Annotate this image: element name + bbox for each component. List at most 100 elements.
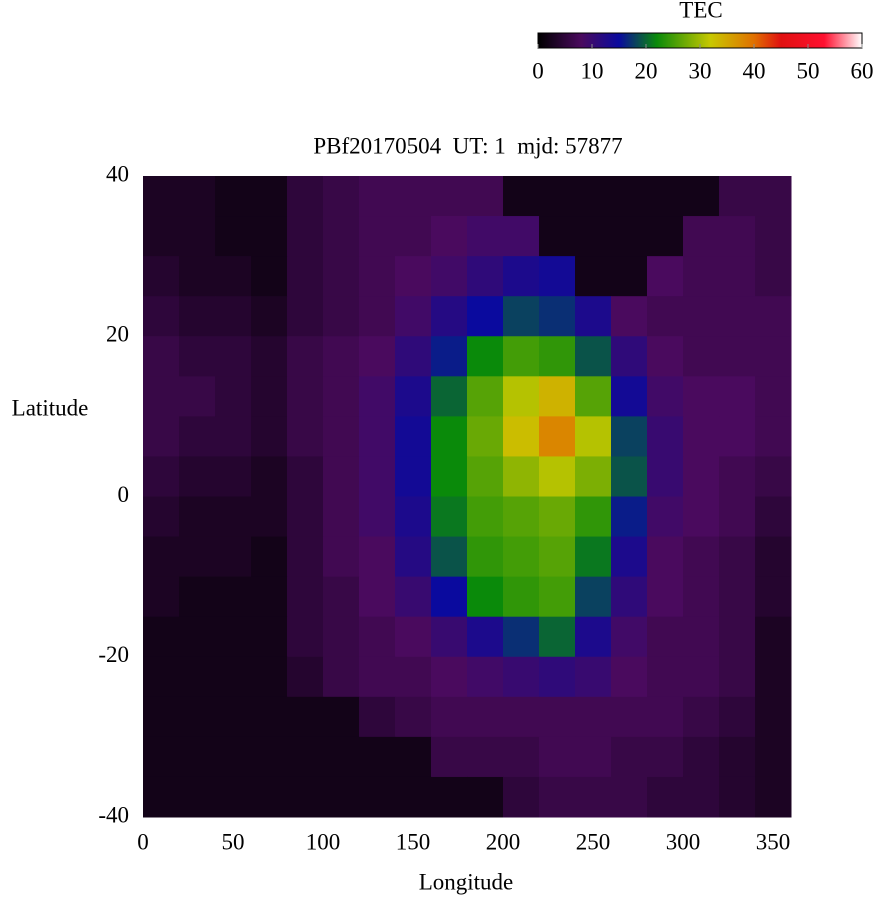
heat-cell <box>719 256 756 297</box>
heat-cell <box>611 776 648 818</box>
heat-cell <box>755 256 792 297</box>
heat-cell <box>359 736 396 778</box>
heat-cell <box>683 216 720 257</box>
heat-cell <box>179 536 216 578</box>
x-tick-label: 50 <box>222 829 245 854</box>
heat-cell <box>251 296 288 337</box>
heat-cell <box>575 696 612 738</box>
heat-cell <box>251 496 288 538</box>
heat-cell <box>719 216 756 257</box>
heat-cell <box>395 576 432 618</box>
heat-cell <box>395 496 432 538</box>
heat-cell <box>503 176 540 217</box>
heat-cell <box>503 256 540 297</box>
heat-cell <box>179 256 216 297</box>
heat-cell <box>539 296 576 337</box>
heat-cell <box>539 456 576 497</box>
heat-cell <box>683 456 720 497</box>
heat-cell <box>611 736 648 778</box>
heat-cell <box>647 216 684 257</box>
heat-cell <box>611 696 648 738</box>
heat-cell <box>647 496 684 538</box>
colorbar-tick-label: 40 <box>743 58 766 83</box>
heat-cell <box>395 176 432 217</box>
heat-cell <box>323 536 360 578</box>
heat-cell <box>215 616 252 658</box>
heat-cell <box>539 576 576 618</box>
heat-cell <box>503 376 540 417</box>
heat-cell <box>431 176 468 217</box>
heat-cell <box>143 576 180 618</box>
heat-cell <box>143 176 180 217</box>
heat-cell <box>431 616 468 658</box>
heat-cell <box>143 776 180 818</box>
heat-cell <box>575 656 612 698</box>
heat-cell <box>755 336 792 377</box>
heat-cell <box>755 736 792 778</box>
heat-cell <box>575 336 612 377</box>
heat-cell <box>287 696 324 738</box>
heat-cell <box>719 696 756 738</box>
heat-cell <box>359 696 396 738</box>
heat-cell <box>719 536 756 578</box>
heat-cell <box>179 656 216 698</box>
heat-cell <box>647 696 684 738</box>
heat-cell <box>503 336 540 377</box>
heat-cell <box>683 496 720 538</box>
y-tick-label: -40 <box>98 802 129 827</box>
heat-cell <box>251 736 288 778</box>
heat-cell <box>323 736 360 778</box>
heat-cell <box>719 576 756 618</box>
heat-cell <box>323 256 360 297</box>
heat-cell <box>143 656 180 698</box>
heat-cell <box>323 656 360 698</box>
heat-cell <box>647 776 684 818</box>
heat-cell <box>467 336 504 377</box>
heat-cell <box>755 536 792 578</box>
heat-cell <box>719 616 756 658</box>
heat-cell <box>467 576 504 618</box>
heat-cell <box>215 656 252 698</box>
heat-cell <box>323 696 360 738</box>
heat-cell <box>179 216 216 257</box>
heatmap <box>143 176 792 818</box>
x-tick-label: 300 <box>666 829 701 854</box>
heat-cell <box>215 176 252 217</box>
heat-cell <box>431 736 468 778</box>
chart-title: PBf20170504 UT: 1 mjd: 57877 <box>313 133 622 158</box>
heat-cell <box>647 296 684 337</box>
heat-cell <box>287 576 324 618</box>
heat-cell <box>539 376 576 417</box>
heat-cell <box>359 176 396 217</box>
heat-cell <box>503 616 540 658</box>
heat-cell <box>683 576 720 618</box>
y-tick-label: 0 <box>118 482 130 507</box>
x-tick-label: 100 <box>306 829 341 854</box>
heat-cell <box>431 576 468 618</box>
heat-cell <box>143 296 180 337</box>
heat-cell <box>143 416 180 457</box>
heat-cell <box>755 496 792 538</box>
heat-cell <box>467 536 504 578</box>
heat-cell <box>287 256 324 297</box>
heat-cell <box>539 256 576 297</box>
heat-cell <box>755 696 792 738</box>
heat-cell <box>143 496 180 538</box>
heat-cell <box>287 336 324 377</box>
heat-cell <box>431 336 468 377</box>
heat-cell <box>287 616 324 658</box>
heat-cell <box>539 536 576 578</box>
colorbar-title: TEC <box>679 0 722 22</box>
heat-cell <box>287 776 324 818</box>
heat-cell <box>323 456 360 497</box>
heat-cell <box>611 576 648 618</box>
heat-cell <box>215 736 252 778</box>
heat-cell <box>431 256 468 297</box>
heat-cell <box>323 576 360 618</box>
heat-cell <box>755 456 792 497</box>
heat-cell <box>611 256 648 297</box>
heat-cell <box>503 496 540 538</box>
heat-cell <box>359 496 396 538</box>
colorbar-tick-label: 0 <box>532 58 544 83</box>
heat-cell <box>395 776 432 818</box>
